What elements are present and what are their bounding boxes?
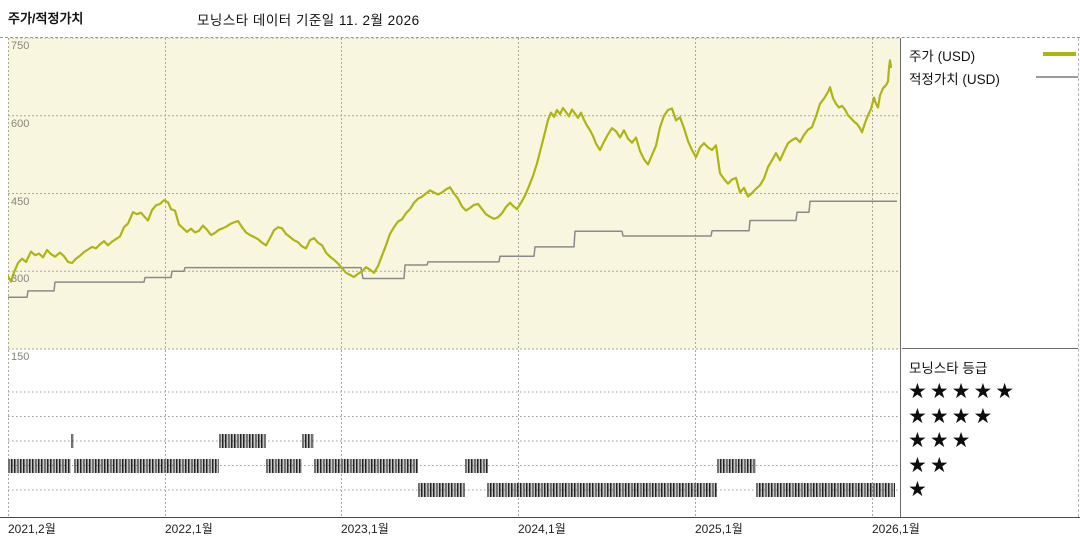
rating-barcode-1star	[418, 483, 465, 497]
rating-stars-4: ★★★★	[908, 404, 996, 428]
x-tick-label-2024,1월: 2024,1월	[518, 522, 566, 536]
legend-panel: 주가 (USD) 적정가치 (USD)	[902, 38, 1078, 349]
rating-barcode-1star	[487, 483, 717, 497]
x-axis-line	[0, 517, 1080, 518]
rating-barcode-2star	[717, 458, 756, 473]
chart-right-border	[1078, 38, 1079, 517]
panel-separator	[900, 38, 901, 517]
rating-panel: 모닝스타 등급 ★★★★★ ★★★★ ★★★ ★★ ★	[902, 349, 1078, 517]
x-tick-label-2025,1월: 2025,1월	[695, 522, 743, 536]
rating-barcode-2star	[266, 458, 302, 473]
rating-barcode-1star	[756, 483, 895, 497]
plot-svg	[8, 38, 900, 517]
legend-item-fair-value[interactable]: 적정가치 (USD)	[902, 65, 1078, 87]
fair-value-line	[8, 200, 897, 298]
rating-stars-1: ★	[908, 478, 930, 501]
x-tick-label-2021,2월: 2021,2월	[8, 522, 56, 536]
legend-label-fair-value: 적정가치 (USD)	[909, 72, 1000, 87]
rating-barcode-2star	[465, 458, 488, 473]
price-line-swatch	[1043, 52, 1076, 56]
rating-stars-5: ★★★★★	[908, 380, 1018, 403]
price-line	[8, 59, 893, 283]
x-tick-label-2023,1월: 2023,1월	[341, 522, 389, 536]
rating-barcode-2star	[314, 458, 418, 473]
fair-value-line-swatch	[1036, 76, 1078, 78]
legend-label-price: 주가 (USD)	[909, 49, 976, 64]
chart-subtitle: 모닝스타 데이터 기준일 11. 2월 2026	[197, 13, 420, 28]
y-tick-label-150: 150	[11, 351, 30, 363]
rating-panel-title: 모닝스타 등급	[909, 361, 988, 376]
rating-barcode-2star	[74, 458, 219, 473]
legend-item-price[interactable]: 주가 (USD)	[902, 42, 1078, 64]
y-tick-label-750: 750	[11, 40, 30, 52]
rating-stars-3: ★★★	[908, 429, 974, 452]
rating-barcode-2star	[8, 458, 71, 473]
y-tick-label-600: 600	[11, 117, 30, 130]
y-tick-label-300: 300	[11, 273, 30, 286]
rating-barcode-3star	[71, 434, 74, 448]
page-title: 주가/적정가치	[8, 11, 84, 26]
x-tick-label-2022,1월: 2022,1월	[165, 522, 213, 536]
x-tick-label-2026,1월: 2026,1월	[872, 522, 920, 536]
y-tick-label-450: 450	[11, 195, 30, 208]
rating-stars-2: ★★	[908, 453, 952, 477]
rating-barcode-3star	[302, 434, 314, 448]
plot-area[interactable]: 750 600 450 300 150	[8, 38, 900, 517]
rating-barcode-3star	[219, 434, 266, 448]
